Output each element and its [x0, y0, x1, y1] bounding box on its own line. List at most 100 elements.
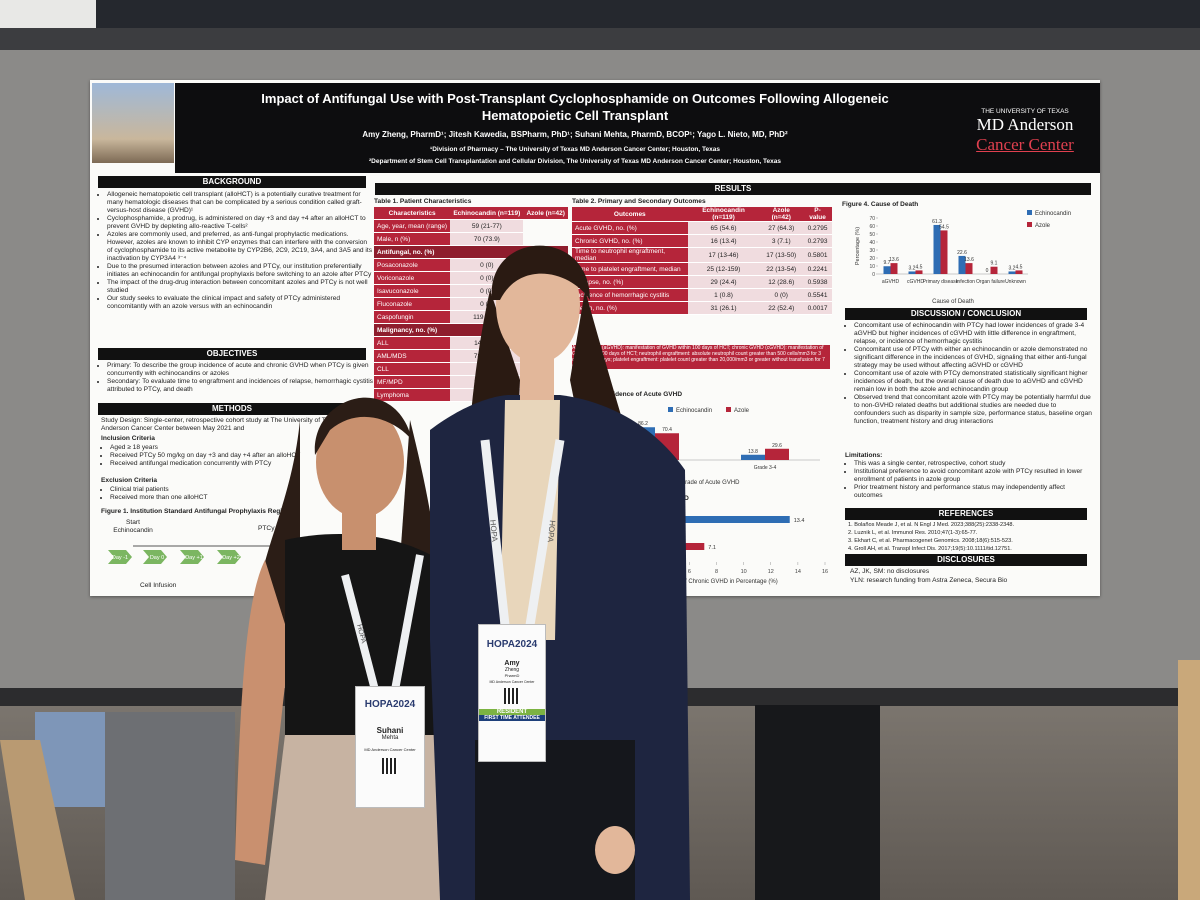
- bullet: This was a single center, retrospective,…: [854, 460, 1094, 468]
- table-row: Acute GVHD, no. (%) 65 (54.6) 27 (64.3) 0.2…: [572, 221, 832, 235]
- data-label: 0: [986, 268, 989, 274]
- arm: [235, 560, 290, 865]
- ceiling: [0, 0, 1200, 32]
- timeline-label: PTCy: [258, 525, 275, 532]
- lanyard: [480, 439, 565, 626]
- bullet: Clinical trial patients: [110, 486, 372, 494]
- blouse: [500, 400, 560, 640]
- x-tick-label: 14: [795, 569, 801, 575]
- table-cell: Voriconazole: [374, 271, 451, 285]
- table-title: Table 1. Patient Characteristics: [374, 198, 472, 205]
- table-cell: 27 (64.3): [759, 221, 804, 235]
- legend-label: Azole: [1035, 223, 1051, 229]
- table-cell: 59 (21-77): [450, 219, 524, 233]
- table-cell: 0.5801: [803, 247, 832, 263]
- data-label: 4.5: [1016, 264, 1023, 270]
- table-cell: 65 (54.6): [687, 221, 760, 235]
- table-row: Time to platelet engraftment, median 25 (…: [572, 262, 832, 276]
- data-label: 13.6: [964, 257, 974, 263]
- section-heading: METHODS: [98, 403, 366, 415]
- bullet: Secondary: To evaluate time to engraftme…: [107, 378, 373, 394]
- badge-credential: PharmD: [504, 673, 520, 678]
- table-cell: ALL: [374, 336, 451, 350]
- hand: [595, 826, 635, 874]
- qr-code: [382, 758, 398, 774]
- header-cell: Azole (n=42): [523, 207, 568, 220]
- timeline-day: Day -1: [112, 555, 128, 561]
- figure-title: Figure 1. Institution Standard Antifunga…: [101, 508, 296, 515]
- table-cell: Death, no. (%): [572, 301, 688, 315]
- data-label: 3.2: [1009, 265, 1016, 271]
- y-tick-label: 30: [869, 248, 875, 254]
- reference: 2. Luznik L, et al. Immunol Res. 2010;47…: [848, 530, 978, 536]
- table-cell: MF/MPD: [374, 375, 451, 389]
- data-label: 3.2: [909, 265, 916, 271]
- table-cell: 17 (13-50): [759, 247, 804, 263]
- table-cell: Male, n (%): [374, 232, 451, 246]
- table-cell: 29 (24.4): [687, 275, 760, 289]
- bar: [883, 266, 891, 274]
- section-heading: BACKGROUND: [98, 176, 366, 188]
- disclosure: YLN: research funding from Astra Zeneca,…: [850, 577, 1008, 584]
- campus-photo: [92, 83, 174, 163]
- timeline-label: Cell Infusion: [140, 582, 177, 589]
- bullet: Primary: To describe the group incidence…: [107, 362, 373, 378]
- bystander: [755, 705, 880, 900]
- x-tick-label: Grade 3-4: [754, 465, 777, 471]
- x-tick-label: 16: [822, 569, 828, 575]
- table-cell: 1 (0.8): [687, 288, 760, 302]
- hair: [491, 245, 590, 300]
- references-list: 1. Bolaños Meade J, et al. N Engl J Med.…: [848, 521, 1088, 553]
- badge-first: Suhani: [376, 726, 404, 735]
- legend-swatch: [668, 407, 673, 412]
- bar: [958, 255, 966, 274]
- table-cell: 0 (0): [759, 288, 804, 302]
- study-design: Study Design: Single-center, retrospecti…: [101, 417, 352, 432]
- reference: 3. Ekhart C, et al. Pharmacogenet Genomi…: [848, 538, 1013, 544]
- bar: [990, 266, 998, 274]
- table-cell: 25 (12-159): [687, 262, 760, 276]
- bullet: Prior treatment history and performance …: [854, 484, 1094, 500]
- data-label: 22.6: [957, 250, 967, 256]
- bar: [1008, 271, 1016, 274]
- bar: [1015, 270, 1023, 274]
- table-cell: Lymphoma: [374, 388, 451, 402]
- limitations-list: This was a single center, retrospective,…: [845, 460, 1094, 500]
- x-tick-label: Primary disease: [923, 279, 959, 285]
- affiliation: ¹Division of Pharmacy – The University o…: [430, 146, 720, 153]
- data-label: 13.4: [794, 518, 805, 524]
- table-row: Chronic GVHD, no. (%) 16 (13.4) 3 (7.1) 0.2…: [572, 234, 832, 248]
- face: [316, 406, 404, 518]
- bar: [965, 263, 973, 274]
- table-cell: Time to platelet engraftment, median: [572, 262, 688, 276]
- x-tick-label: cGVHD: [907, 279, 924, 285]
- bar: [608, 516, 790, 523]
- timeline-chevron: [180, 550, 204, 564]
- table-cell: Incidence of hemorrhagic cystitis: [572, 288, 688, 302]
- reference: 4. Groll AH, et al. Transpl Infect Dis. …: [848, 546, 1012, 552]
- data-label: 13.6: [889, 257, 899, 263]
- data-label: 70.4: [662, 427, 672, 433]
- bar: [908, 271, 916, 274]
- data-label: 61.3: [932, 219, 942, 225]
- poster-title: Impact of Antifungal Use with Post-Trans…: [261, 91, 889, 123]
- bar: [765, 448, 789, 460]
- inclusion-list: Aged ≥ 18 yearsReceived PTCy 50 mg/kg on…: [101, 444, 372, 468]
- exclusion-list: Clinical trial patientsReceived more tha…: [101, 486, 372, 502]
- x-axis-label: Cause of Death: [932, 299, 974, 305]
- table-cell: 16 (13.4): [687, 234, 760, 248]
- table-cell: 31 (26.1): [687, 301, 760, 315]
- reference: 1. Bolaños Meade J, et al. N Engl J Med.…: [848, 522, 1015, 528]
- table-cell: AML/MDS: [374, 349, 451, 363]
- table-row: Relapse, no. (%) 29 (24.4) 12 (28.6) 0.5938: [572, 275, 832, 289]
- badge-first: Amy: [504, 660, 520, 667]
- table-note: Acute GVHD (aGVHD): manifestation of GVH…: [572, 345, 830, 369]
- lanyard-text: HOPA: [546, 520, 557, 544]
- header-cell: P-value: [803, 207, 832, 222]
- bullet: Concomitant use of PTCy with either an e…: [854, 346, 1094, 370]
- badge-last: Mehta: [381, 735, 399, 741]
- bullet: Our study seeks to evaluate the clinical…: [107, 295, 373, 311]
- timeline-chevron: [217, 550, 241, 564]
- header-cell: Characteristics: [374, 207, 451, 220]
